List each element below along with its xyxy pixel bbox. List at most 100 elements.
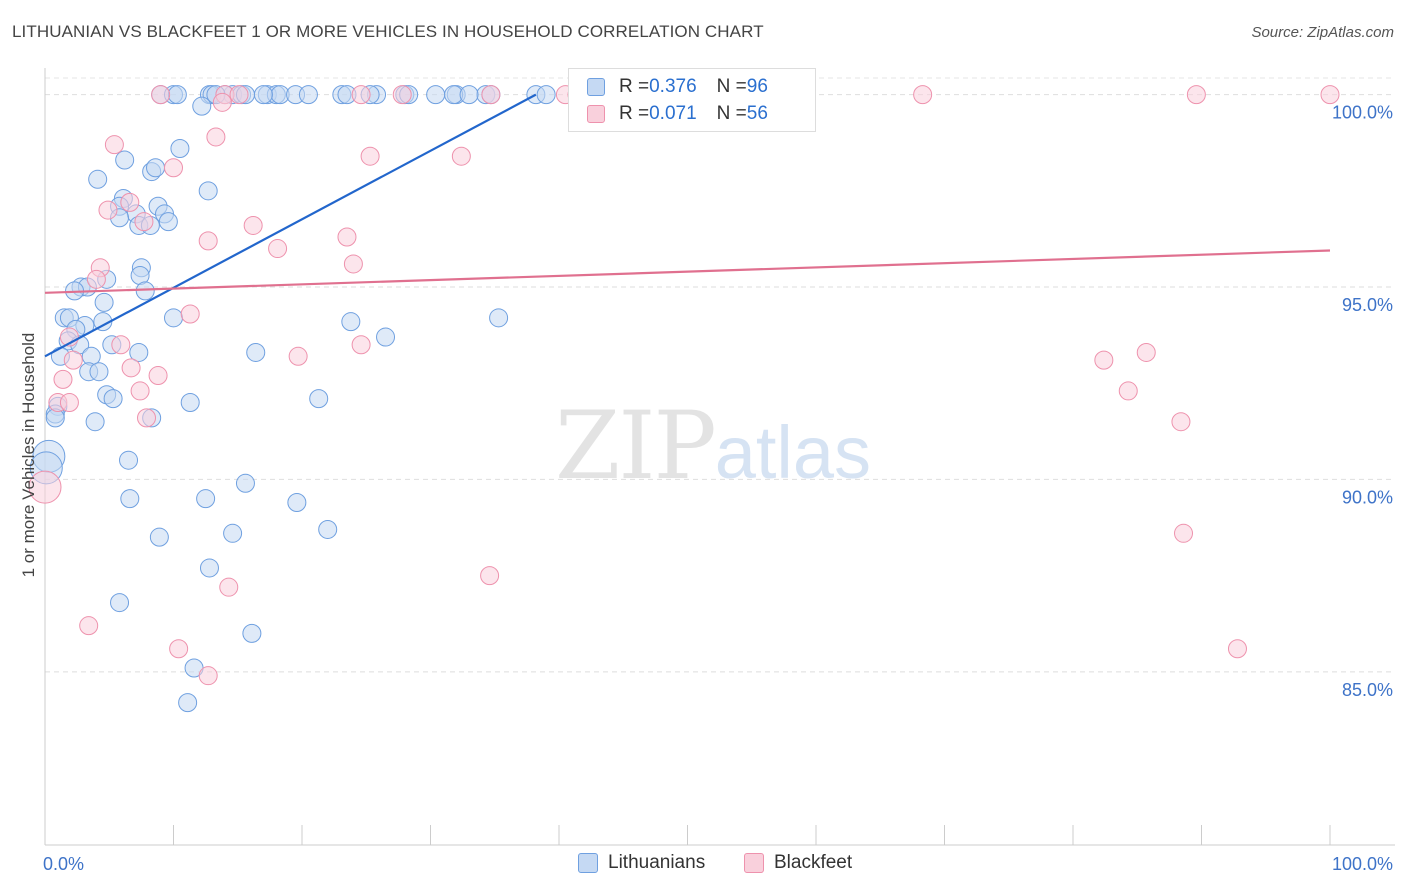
blackfeet-point [288,346,308,366]
blackfeet-point [451,146,471,166]
lithuanians-point [129,342,149,362]
lithuanians-point [135,281,155,301]
lithuanians-point [115,150,135,170]
source-label: Source: ZipAtlas.com [1251,24,1394,41]
blackfeet-point [86,269,106,289]
legend-row-lithuanians: R = 0.376 N = 96 [587,75,768,99]
y-tick-label: 85.0% [1342,680,1393,700]
legend-r-label: R = [619,103,650,124]
blackfeet-point [1227,639,1247,659]
blackfeet-point [360,146,380,166]
lithuanians-point [199,558,219,578]
legend-n-label: N = [716,76,747,97]
lithuanians-point [170,139,190,159]
axes [44,68,1395,846]
lithuanians-swatch [587,78,605,96]
lithuanians-trend-line [44,93,537,358]
blackfeet-point [169,639,189,659]
blackfeet-point [121,358,141,378]
lithuanians-point [164,308,183,328]
lithuanians-point [85,412,105,432]
blackfeet-points [28,85,1340,686]
lithuanians-point [146,158,166,178]
lithuanians-legend-swatch [578,853,598,873]
blackfeet-point [134,212,154,232]
blackfeet-point [351,85,371,105]
blackfeet-point [59,392,79,412]
legend-n-value: 56 [746,103,768,124]
lithuanians-point [89,362,109,382]
trend-lines [44,93,1331,358]
lithuanians-point [318,519,338,539]
blackfeet-point [28,470,62,504]
tick-labels: 100.0% 95.0% 90.0% 85.0% 0.0% 100.0% 1 or more… [19,103,1393,874]
correlation-legend: R = 0.376 N = 96 R = 0.071 N = 56 [568,68,816,132]
blackfeet-point [219,577,239,597]
legend-r-value: 0.376 [649,76,697,97]
lithuanians-point [246,342,266,362]
blackfeet-point [337,227,357,247]
y-axis-label: 1 or more Vehicles in Household [19,333,38,578]
lithuanians-point [235,473,255,493]
blackfeet-point [164,158,183,178]
bottom-legend-blackfeet: Blackfeet [744,852,852,874]
blackfeet-legend-swatch [744,853,764,873]
blackfeet-point [243,215,263,235]
lithuanians-point [376,327,396,347]
blackfeet-point [480,566,500,586]
blackfeet-point [137,408,157,428]
blackfeet-point [98,200,118,220]
blackfeet-point [63,350,83,370]
chart-title: LITHUANIAN VS BLACKFEET 1 OR MORE VEHICL… [12,22,764,41]
blackfeet-point [481,85,501,105]
blackfeet-point [212,92,232,112]
blackfeet-point [1094,350,1114,370]
lithuanians-point [158,212,178,232]
lithuanians-point [94,292,114,312]
blackfeet-point [130,381,150,401]
lithuanians-point [103,389,123,409]
blackfeet-point [268,239,288,259]
y-tick-label: 100.0% [1332,103,1393,123]
lithuanians-point [120,489,140,509]
blackfeet-trend-line [44,249,1331,294]
lithuanians-point [287,493,307,513]
lithuanians-point [180,392,200,412]
lithuanians-point [341,312,361,332]
lithuanians-point [149,527,169,547]
legend-r-label: R = [619,76,650,97]
legend-r-value: 0.071 [649,103,697,124]
x-tick-label: 0.0% [43,854,84,874]
blackfeet-point [351,335,371,355]
blackfeet-point [180,304,200,324]
blackfeet-point [1118,381,1138,401]
blackfeet-point [198,666,218,686]
blackfeet-point [1136,342,1156,362]
blackfeet-point [198,231,218,251]
blackfeet-point [120,192,140,212]
blackfeet-point [151,85,171,105]
lithuanians-point [178,693,198,713]
lithuanians-point [309,389,329,409]
legend-row-blackfeet: R = 0.071 N = 56 [587,102,768,126]
grid-lines [45,77,1395,673]
legend-n-value: 96 [746,76,768,97]
blackfeet-point [148,366,168,386]
blackfeet-point [104,135,124,155]
legend-n-label: N = [716,103,747,124]
x-tick-label: 100.0% [1332,854,1393,874]
lithuanians-point [298,85,318,105]
blackfeet-point [79,616,99,636]
y-tick-label: 90.0% [1342,487,1393,507]
lithuanians-point [459,85,479,105]
lithuanians-point [242,623,262,643]
blackfeet-point [53,369,73,389]
blackfeet-point [343,254,363,274]
watermark-atlas: atlas [714,411,872,494]
blackfeet-point [206,127,226,147]
lithuanians-point [223,523,243,543]
lithuanians-point [110,593,130,613]
lithuanians-point [489,308,509,328]
lithuanians-point [88,169,108,189]
